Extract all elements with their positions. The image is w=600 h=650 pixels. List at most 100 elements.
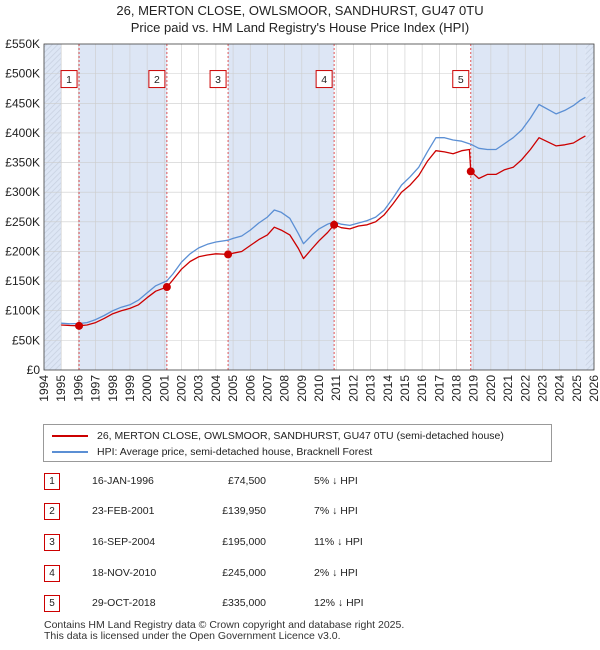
sale-hpi-diff: 12% ↓ HPI: [314, 597, 364, 609]
sale-number-badge: 5: [44, 595, 60, 612]
series-lines: [61, 96, 586, 327]
x-tick-label: 1996: [71, 375, 85, 402]
x-tick-label: 2000: [140, 375, 154, 402]
x-tick-label: 2007: [260, 375, 274, 402]
y-tick-label: £300K: [5, 185, 40, 199]
sale-number-badge: 3: [44, 534, 60, 551]
x-tick-label: 2010: [312, 375, 326, 402]
sale-label-box: [315, 70, 333, 89]
shade-after-data: [585, 44, 594, 370]
price-chart: 1 2 3 4 5 £0 £50K £100K £150K £200K £250K £300K £35…: [5, 37, 600, 402]
legend: 26, MERTON CLOSE, OWLSMOOR, SANDHURST, G…: [43, 424, 552, 462]
y-tick-label: £100K: [5, 304, 40, 318]
sale-label-box: [452, 70, 470, 89]
shaded-periods: [44, 44, 594, 370]
y-tick-label: £400K: [5, 126, 40, 140]
footer-copyright: Contains HM Land Registry data © Crown c…: [44, 619, 405, 631]
series-line-property: [61, 135, 586, 327]
shade-period-band: [228, 44, 335, 370]
sale-label-box: [209, 70, 227, 89]
x-tick-label: 1995: [54, 375, 68, 402]
sale-point: [224, 250, 233, 259]
sale-date: 29-OCT-2018: [92, 597, 156, 609]
x-tick-label: 2020: [484, 375, 498, 402]
table-row: 1 16-JAN-1996 £74,500 5% ↓ HPI: [44, 473, 384, 491]
sale-label-number: 5: [458, 74, 464, 86]
sale-points: [75, 167, 475, 330]
legend-swatch-property: [52, 435, 88, 437]
sale-number-badge: 4: [44, 565, 60, 582]
x-tick-label: 2024: [553, 375, 567, 402]
sale-date: 16-JAN-1996: [92, 475, 154, 487]
sale-date: 16-SEP-2004: [92, 536, 156, 548]
sale-price: £245,000: [222, 567, 266, 579]
legend-item-property: 26, MERTON CLOSE, OWLSMOOR, SANDHURST, G…: [52, 429, 504, 443]
x-tick-label: 2025: [570, 375, 584, 402]
x-tick-label: 2023: [535, 375, 549, 402]
y-tick-label: £550K: [5, 37, 40, 51]
sale-hpi-diff: 2% ↓ HPI: [314, 567, 358, 579]
series-line-hpi: [61, 96, 586, 325]
sale-price: £139,950: [222, 505, 266, 517]
y-tick-label: £150K: [5, 274, 40, 288]
sale-price: £74,500: [228, 475, 266, 487]
sale-price: £335,000: [222, 597, 266, 609]
sale-number-badge: 1: [44, 473, 60, 490]
sale-label-number: 1: [66, 74, 72, 86]
x-tick-label: 2009: [295, 375, 309, 402]
x-tick-label: 2001: [157, 375, 171, 402]
y-tick-label: £500K: [5, 67, 40, 81]
x-tick-label: 2012: [346, 375, 360, 402]
footer: Contains HM Land Registry data © Crown c…: [44, 620, 404, 642]
x-tick-label: 1999: [123, 375, 137, 402]
x-tick-label: 2006: [243, 375, 257, 402]
x-tick-label: 2014: [381, 375, 395, 402]
footer-license: This data is licensed under the Open Gov…: [44, 630, 341, 642]
plot-frame: [43, 43, 595, 371]
table-row: 5 29-OCT-2018 £335,000 12% ↓ HPI: [44, 595, 384, 613]
table-row: 3 16-SEP-2004 £195,000 11% ↓ HPI: [44, 534, 384, 552]
x-tick-label: 1994: [37, 375, 51, 402]
x-tick-label: 2011: [329, 375, 343, 401]
shade-before-data: [44, 44, 62, 370]
x-tick-label: 2002: [175, 375, 189, 402]
sale-label-box: [148, 70, 166, 89]
sale-label-number: 3: [215, 74, 221, 86]
x-tick-label: 2017: [432, 375, 446, 402]
x-tick-label: 2019: [467, 375, 481, 402]
sale-labels: 1 2 3 4 5: [60, 70, 470, 89]
chart-subtitle: Price paid vs. HM Land Registry's House …: [130, 20, 470, 35]
x-tick-label: 2016: [415, 375, 429, 402]
sale-point: [75, 321, 84, 330]
x-tick-label: 2008: [278, 375, 292, 402]
x-tick-label: 2005: [226, 375, 240, 402]
table-row: 4 18-NOV-2010 £245,000 2% ↓ HPI: [44, 565, 384, 583]
legend-swatch-hpi: [52, 451, 88, 453]
y-tick-label: £450K: [5, 96, 40, 110]
sale-hpi-diff: 5% ↓ HPI: [314, 475, 358, 487]
shade-period-band: [470, 44, 586, 370]
sale-label-box: [60, 70, 78, 89]
y-tick-label: £250K: [5, 215, 40, 229]
sale-point: [330, 220, 339, 229]
sale-label-number: 2: [154, 74, 160, 86]
x-tick-label: 1997: [89, 375, 103, 402]
table-row: 2 23-FEB-2001 £139,950 7% ↓ HPI: [44, 503, 384, 521]
sale-date: 18-NOV-2010: [92, 567, 157, 579]
y-tick-label: £350K: [5, 156, 40, 170]
x-tick-label: 2022: [518, 375, 532, 402]
x-tick-label: 2004: [209, 375, 223, 402]
x-tick-label: 2003: [192, 375, 206, 402]
sale-hpi-diff: 7% ↓ HPI: [314, 505, 358, 517]
sale-price: £195,000: [222, 536, 266, 548]
legend-label-property: 26, MERTON CLOSE, OWLSMOOR, SANDHURST, G…: [97, 430, 504, 442]
y-tick-label: £50K: [12, 333, 40, 347]
x-tick-label: 2013: [364, 375, 378, 402]
sale-hpi-diff: 11% ↓ HPI: [314, 536, 363, 548]
sale-label-number: 4: [321, 74, 327, 86]
x-tick-label: 2018: [450, 375, 464, 402]
sale-point: [466, 167, 475, 176]
y-tick-label: £200K: [5, 244, 40, 258]
legend-label-hpi: HPI: Average price, semi-detached house,…: [97, 446, 373, 458]
grid-lines: [43, 43, 595, 371]
